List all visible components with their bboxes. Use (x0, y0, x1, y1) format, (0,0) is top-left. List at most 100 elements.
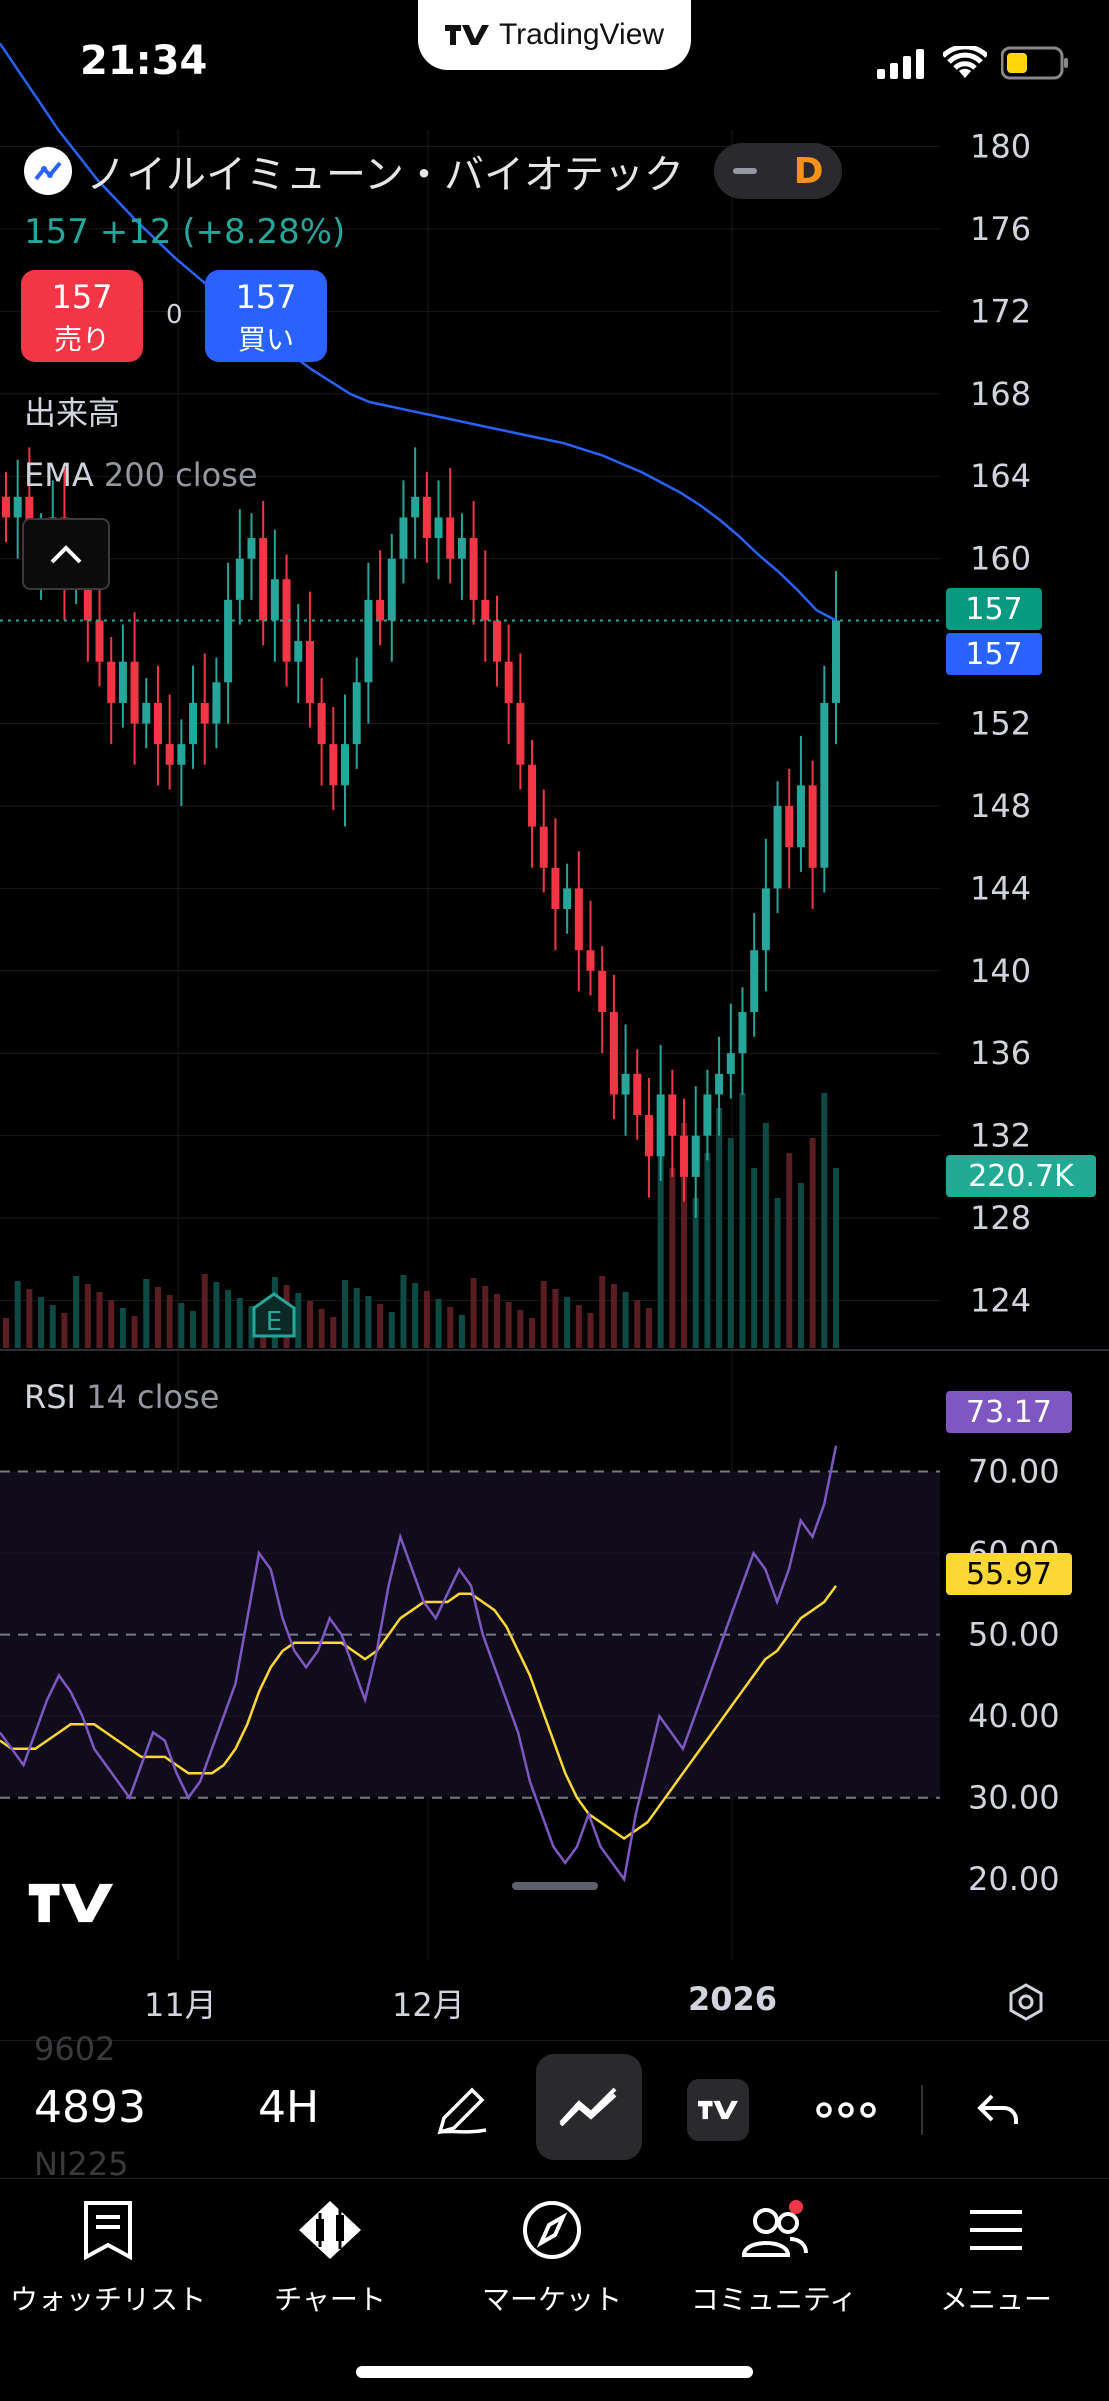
candle-body-39 (457, 538, 466, 559)
candle-body-11 (130, 661, 139, 724)
candle-body-28 (329, 744, 338, 786)
candle-body-22 (259, 538, 268, 621)
volume-bar-25 (295, 1293, 302, 1348)
candle-body-59 (691, 1135, 700, 1177)
symbol-title: ノイルイミューン・バイオテック (86, 152, 684, 198)
candle-body-19 (224, 599, 233, 683)
tradingview-pill-label: TradingView (498, 18, 665, 51)
interval-pill[interactable]: D (714, 143, 842, 199)
spread-value: 0 (166, 300, 183, 330)
nav-chart-label: チャート (274, 2283, 386, 2316)
indicators-button[interactable] (536, 2054, 642, 2160)
settings-hex-icon (1009, 1983, 1043, 2021)
interval-picker[interactable]: 4H (258, 2082, 320, 2133)
candle-body-56 (656, 1094, 665, 1157)
bid-price-badge: 157 (946, 633, 1042, 675)
candle-body-23 (270, 579, 279, 621)
volume-bar-35 (412, 1283, 419, 1348)
rsi-legend[interactable]: RSI 14 close (24, 1378, 219, 1416)
nav-watchlist[interactable]: ウォッチリスト (0, 2190, 218, 2318)
volume-bar-37 (435, 1299, 442, 1348)
chart-settings-button[interactable] (1006, 1982, 1046, 2026)
ema-legend[interactable]: EMA 200 close (24, 456, 258, 494)
signal-icon (877, 49, 924, 79)
volume-bar-36 (423, 1291, 430, 1348)
volume-bar-59 (692, 1198, 699, 1348)
volume-bar-66 (774, 1198, 781, 1348)
candle-body-35 (411, 496, 420, 518)
price-tick-152: 152 (970, 705, 1031, 743)
volume-bar-60 (704, 1153, 711, 1348)
nav-market[interactable]: マーケット (442, 2190, 662, 2318)
volume-bar-55 (645, 1308, 652, 1348)
volume-bar-20 (236, 1298, 243, 1348)
rsi-tick-20.00: 20.00 (968, 1860, 1060, 1898)
rsi-ma-line (0, 1585, 838, 1841)
candle-body-38 (446, 517, 455, 559)
undo-button[interactable] (948, 2060, 1048, 2160)
volume-bar-56 (657, 1138, 664, 1348)
candle-body-15 (177, 744, 186, 765)
candle-body-10 (118, 661, 127, 703)
volume-bar-45 (529, 1318, 536, 1348)
nav-chart[interactable]: チャート (220, 2190, 440, 2318)
volume-bar-18 (213, 1282, 220, 1348)
toolbar-divider (921, 2085, 923, 2135)
interval-badge: D (793, 150, 824, 192)
candle-body-13 (153, 702, 162, 745)
volume-bar-29 (342, 1280, 349, 1348)
compass-icon (523, 2201, 581, 2259)
chart-canvas[interactable]: 180 176 172 168 164 160 152 148 144 140 136 132 128 1… (0, 0, 1109, 2040)
more-button[interactable] (796, 2060, 896, 2160)
nav-community[interactable]: コミュニティ (664, 2190, 884, 2318)
volume-bar-1 (14, 1281, 21, 1348)
earnings-marker-label: E (266, 1307, 282, 1337)
volume-bar-69 (809, 1138, 816, 1348)
toolbar-ghost-symbol-bottom: NI225 (34, 2145, 129, 2183)
price-tick-168: 168 (970, 375, 1031, 413)
pane-resize-handle[interactable] (512, 1882, 598, 1890)
last-price-badge: 157 (946, 588, 1042, 630)
volume-bar-4 (49, 1305, 56, 1348)
volume-bar-46 (540, 1281, 547, 1348)
candle-body-18 (212, 682, 221, 724)
candle-body-57 (668, 1094, 677, 1136)
volume-bar-7 (84, 1284, 91, 1348)
symbol-header[interactable]: ノイルイミューン・バイオテック D (24, 142, 842, 200)
volume-legend[interactable]: 出来高 (24, 394, 121, 432)
candle-body-53 (621, 1073, 630, 1095)
toolbar-ghost-symbol-top: 9602 (34, 2030, 116, 2068)
volume-bar-58 (681, 1123, 688, 1348)
collapse-legend-button[interactable] (22, 518, 110, 590)
buy-button[interactable]: 157 買い (205, 270, 327, 362)
volume-bar-0 (3, 1318, 9, 1348)
candle-body-64 (750, 950, 759, 1013)
candle-body-70 (820, 702, 829, 868)
volume-bar-54 (634, 1300, 641, 1348)
candle-body-68 (796, 785, 805, 848)
volume-bar-15 (178, 1303, 185, 1348)
candle-body-42 (492, 620, 501, 662)
volume-bar-9 (108, 1300, 115, 1348)
candle-body-12 (142, 702, 151, 724)
earnings-marker[interactable]: E (250, 1292, 298, 1338)
volume-bar-41 (482, 1286, 489, 1348)
candle-body-37 (434, 517, 443, 539)
candle-body-9 (107, 661, 116, 703)
rsi-panel (0, 1445, 940, 1883)
volume-bar-16 (190, 1311, 197, 1348)
tradingview-pill[interactable]: TradingView (418, 0, 691, 70)
candle-body-66 (773, 805, 782, 889)
candle-body-69 (808, 785, 817, 868)
symbol-picker[interactable]: 4893 (34, 2082, 146, 2133)
candle-body-27 (317, 702, 326, 745)
tradingview-small-icon (698, 2100, 738, 2120)
nav-menu[interactable]: メニュー (886, 2190, 1106, 2318)
battery-icon (1001, 46, 1068, 80)
drawing-tool-button[interactable] (412, 2060, 512, 2160)
earnings-icon: E (252, 1292, 296, 1338)
candle-body-33 (387, 558, 396, 621)
home-indicator (356, 2366, 753, 2378)
sell-button[interactable]: 157 売り (21, 270, 143, 362)
tradingview-button[interactable] (668, 2060, 768, 2160)
